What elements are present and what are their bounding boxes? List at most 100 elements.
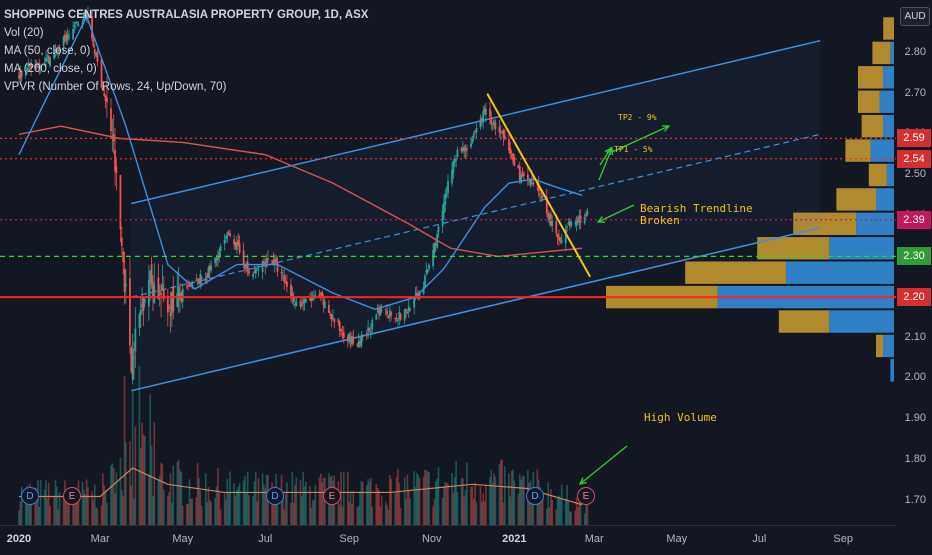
channel-upper-line bbox=[131, 39, 821, 205]
candle-body bbox=[257, 269, 260, 271]
volume-bar bbox=[471, 486, 474, 525]
time-axis[interactable]: 2020 Mar May Jul Sep Nov 2021 Mar May Jul Sep bbox=[0, 525, 896, 551]
candle-body bbox=[311, 298, 314, 301]
candle-body bbox=[206, 274, 208, 278]
candle-body bbox=[558, 236, 560, 241]
volume-bar bbox=[575, 497, 578, 525]
volume-bar bbox=[112, 467, 115, 525]
volume-bar bbox=[508, 473, 510, 525]
candle-body bbox=[55, 51, 58, 53]
legend-ma50[interactable]: MA (50, close, 0) bbox=[4, 45, 91, 57]
time-tick-label: May bbox=[172, 533, 194, 545]
price-axis[interactable]: 2.802.702.602.502.402.302.202.102.001.90… bbox=[896, 0, 932, 550]
candle-body bbox=[471, 139, 474, 143]
candle-body bbox=[170, 292, 173, 314]
candle-body bbox=[304, 299, 307, 302]
volume-bar bbox=[541, 492, 544, 525]
earnings-marker[interactable]: E bbox=[63, 487, 81, 505]
tp1-annotation: TP1 - 5% bbox=[614, 145, 653, 154]
volume-bar bbox=[292, 502, 295, 525]
candle-body bbox=[309, 298, 311, 301]
candle-body bbox=[272, 260, 275, 264]
volume-bar bbox=[81, 482, 84, 525]
volume-bar bbox=[134, 426, 137, 525]
volume-bar bbox=[20, 486, 23, 525]
candle-body bbox=[229, 233, 231, 237]
vpvr-up-bar bbox=[868, 163, 887, 187]
candle-body bbox=[329, 313, 332, 316]
volume-bar bbox=[479, 486, 482, 525]
candle-body bbox=[152, 281, 154, 296]
volume-bar bbox=[498, 463, 501, 525]
candle-body bbox=[161, 284, 164, 290]
candle-body bbox=[483, 109, 486, 113]
legend-vpvr[interactable]: VPVR (Number Of Rows, 24, Up/Down, 70) bbox=[4, 81, 227, 93]
volume-bar bbox=[77, 480, 80, 525]
candle-body bbox=[494, 122, 497, 130]
vpvr-up-bar bbox=[845, 139, 871, 162]
volume-bar bbox=[485, 485, 487, 525]
candle-body bbox=[566, 226, 569, 228]
candle-body bbox=[302, 301, 305, 304]
candle-body bbox=[443, 202, 445, 214]
legend-ma200[interactable]: MA (200, close, 0) bbox=[4, 63, 97, 75]
candle-body bbox=[352, 336, 355, 344]
candle-body bbox=[187, 285, 190, 287]
candle-body bbox=[368, 328, 371, 330]
up-arrow-head bbox=[604, 146, 612, 156]
volume-bar bbox=[521, 476, 524, 525]
candle-body bbox=[242, 250, 245, 266]
candle-body bbox=[445, 194, 448, 196]
candle-body bbox=[208, 265, 211, 271]
price-tick-label: 2.70 bbox=[904, 86, 926, 99]
vpvr-up-bar bbox=[778, 310, 830, 333]
volume-bar bbox=[144, 436, 146, 525]
volume-bar bbox=[161, 464, 164, 525]
candle-body bbox=[422, 287, 425, 294]
volume-bar bbox=[301, 496, 303, 525]
time-tick-label: Jul bbox=[258, 533, 273, 545]
volume-bar bbox=[46, 498, 49, 525]
price-tick-label: 2.00 bbox=[904, 371, 926, 384]
volume-bar bbox=[64, 480, 66, 525]
volume-bar bbox=[121, 489, 123, 525]
volume-bar bbox=[273, 486, 276, 525]
candle-body bbox=[103, 93, 106, 96]
candle-body bbox=[351, 336, 353, 345]
volume-bar bbox=[130, 485, 133, 525]
dividend-marker[interactable]: D bbox=[21, 487, 39, 505]
candle-body bbox=[520, 175, 522, 183]
volume-bar bbox=[148, 476, 150, 525]
earnings-marker[interactable]: E bbox=[577, 487, 595, 505]
volume-bar bbox=[104, 490, 107, 525]
volume-bar bbox=[210, 501, 212, 525]
candle-body bbox=[38, 63, 41, 69]
legend-volume[interactable]: Vol (20) bbox=[4, 27, 44, 39]
volume-bar bbox=[236, 489, 238, 525]
candle-body bbox=[300, 303, 303, 307]
candle-body bbox=[528, 181, 531, 183]
volume-bar bbox=[504, 466, 506, 525]
volume-bar bbox=[435, 481, 437, 525]
earnings-marker[interactable]: E bbox=[323, 487, 341, 505]
candle-body bbox=[367, 327, 370, 332]
currency-button[interactable]: AUD bbox=[900, 7, 930, 26]
price-level-tag: 2.54 bbox=[897, 149, 931, 168]
volume-bar bbox=[191, 498, 193, 525]
volume-bar bbox=[395, 476, 398, 525]
candle-body bbox=[470, 143, 472, 148]
dividend-marker[interactable]: D bbox=[266, 487, 284, 505]
dividend-marker[interactable]: D bbox=[526, 487, 544, 505]
volume-bar bbox=[551, 499, 554, 525]
volume-bar bbox=[482, 493, 484, 525]
candle-body bbox=[30, 62, 33, 68]
volume-bar bbox=[466, 462, 468, 525]
volume-bar bbox=[96, 508, 99, 525]
volume-bar bbox=[299, 479, 302, 525]
candle-body bbox=[295, 301, 298, 307]
volume-bar bbox=[371, 507, 374, 525]
volume-bar bbox=[394, 493, 397, 525]
volume-bar bbox=[491, 482, 494, 525]
